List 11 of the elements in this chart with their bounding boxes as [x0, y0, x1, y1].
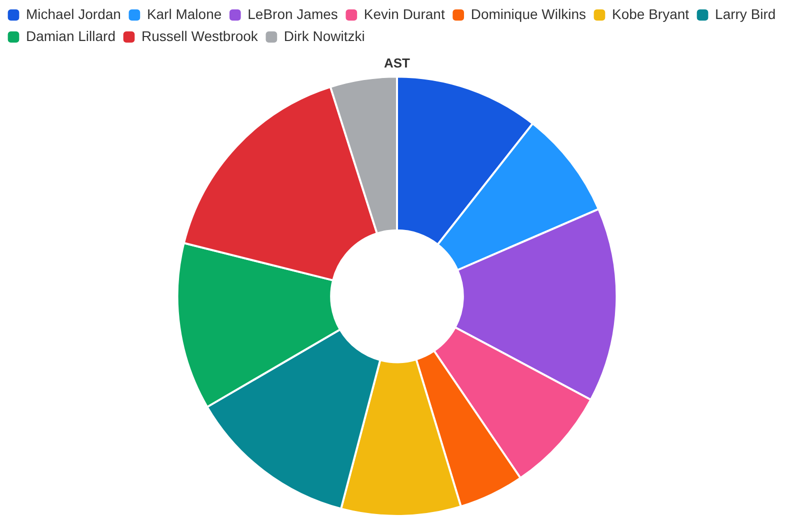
legend-label: Russell Westbrook	[141, 28, 259, 44]
legend-label: Kevin Durant	[364, 6, 445, 22]
legend-label: Michael Jordan	[26, 6, 121, 22]
legend-label: Damian Lillard	[26, 28, 116, 44]
text: AST	[384, 55, 410, 70]
legend-label: Larry Bird	[715, 6, 776, 22]
legend-label: Dominique Wilkins	[470, 6, 586, 22]
legend-label: Dirk Nowitzki	[284, 28, 365, 44]
legend-label: Karl Malone	[146, 6, 222, 22]
legend-label: LeBron James	[248, 6, 338, 22]
legend-label: Kobe Bryant	[612, 6, 690, 22]
